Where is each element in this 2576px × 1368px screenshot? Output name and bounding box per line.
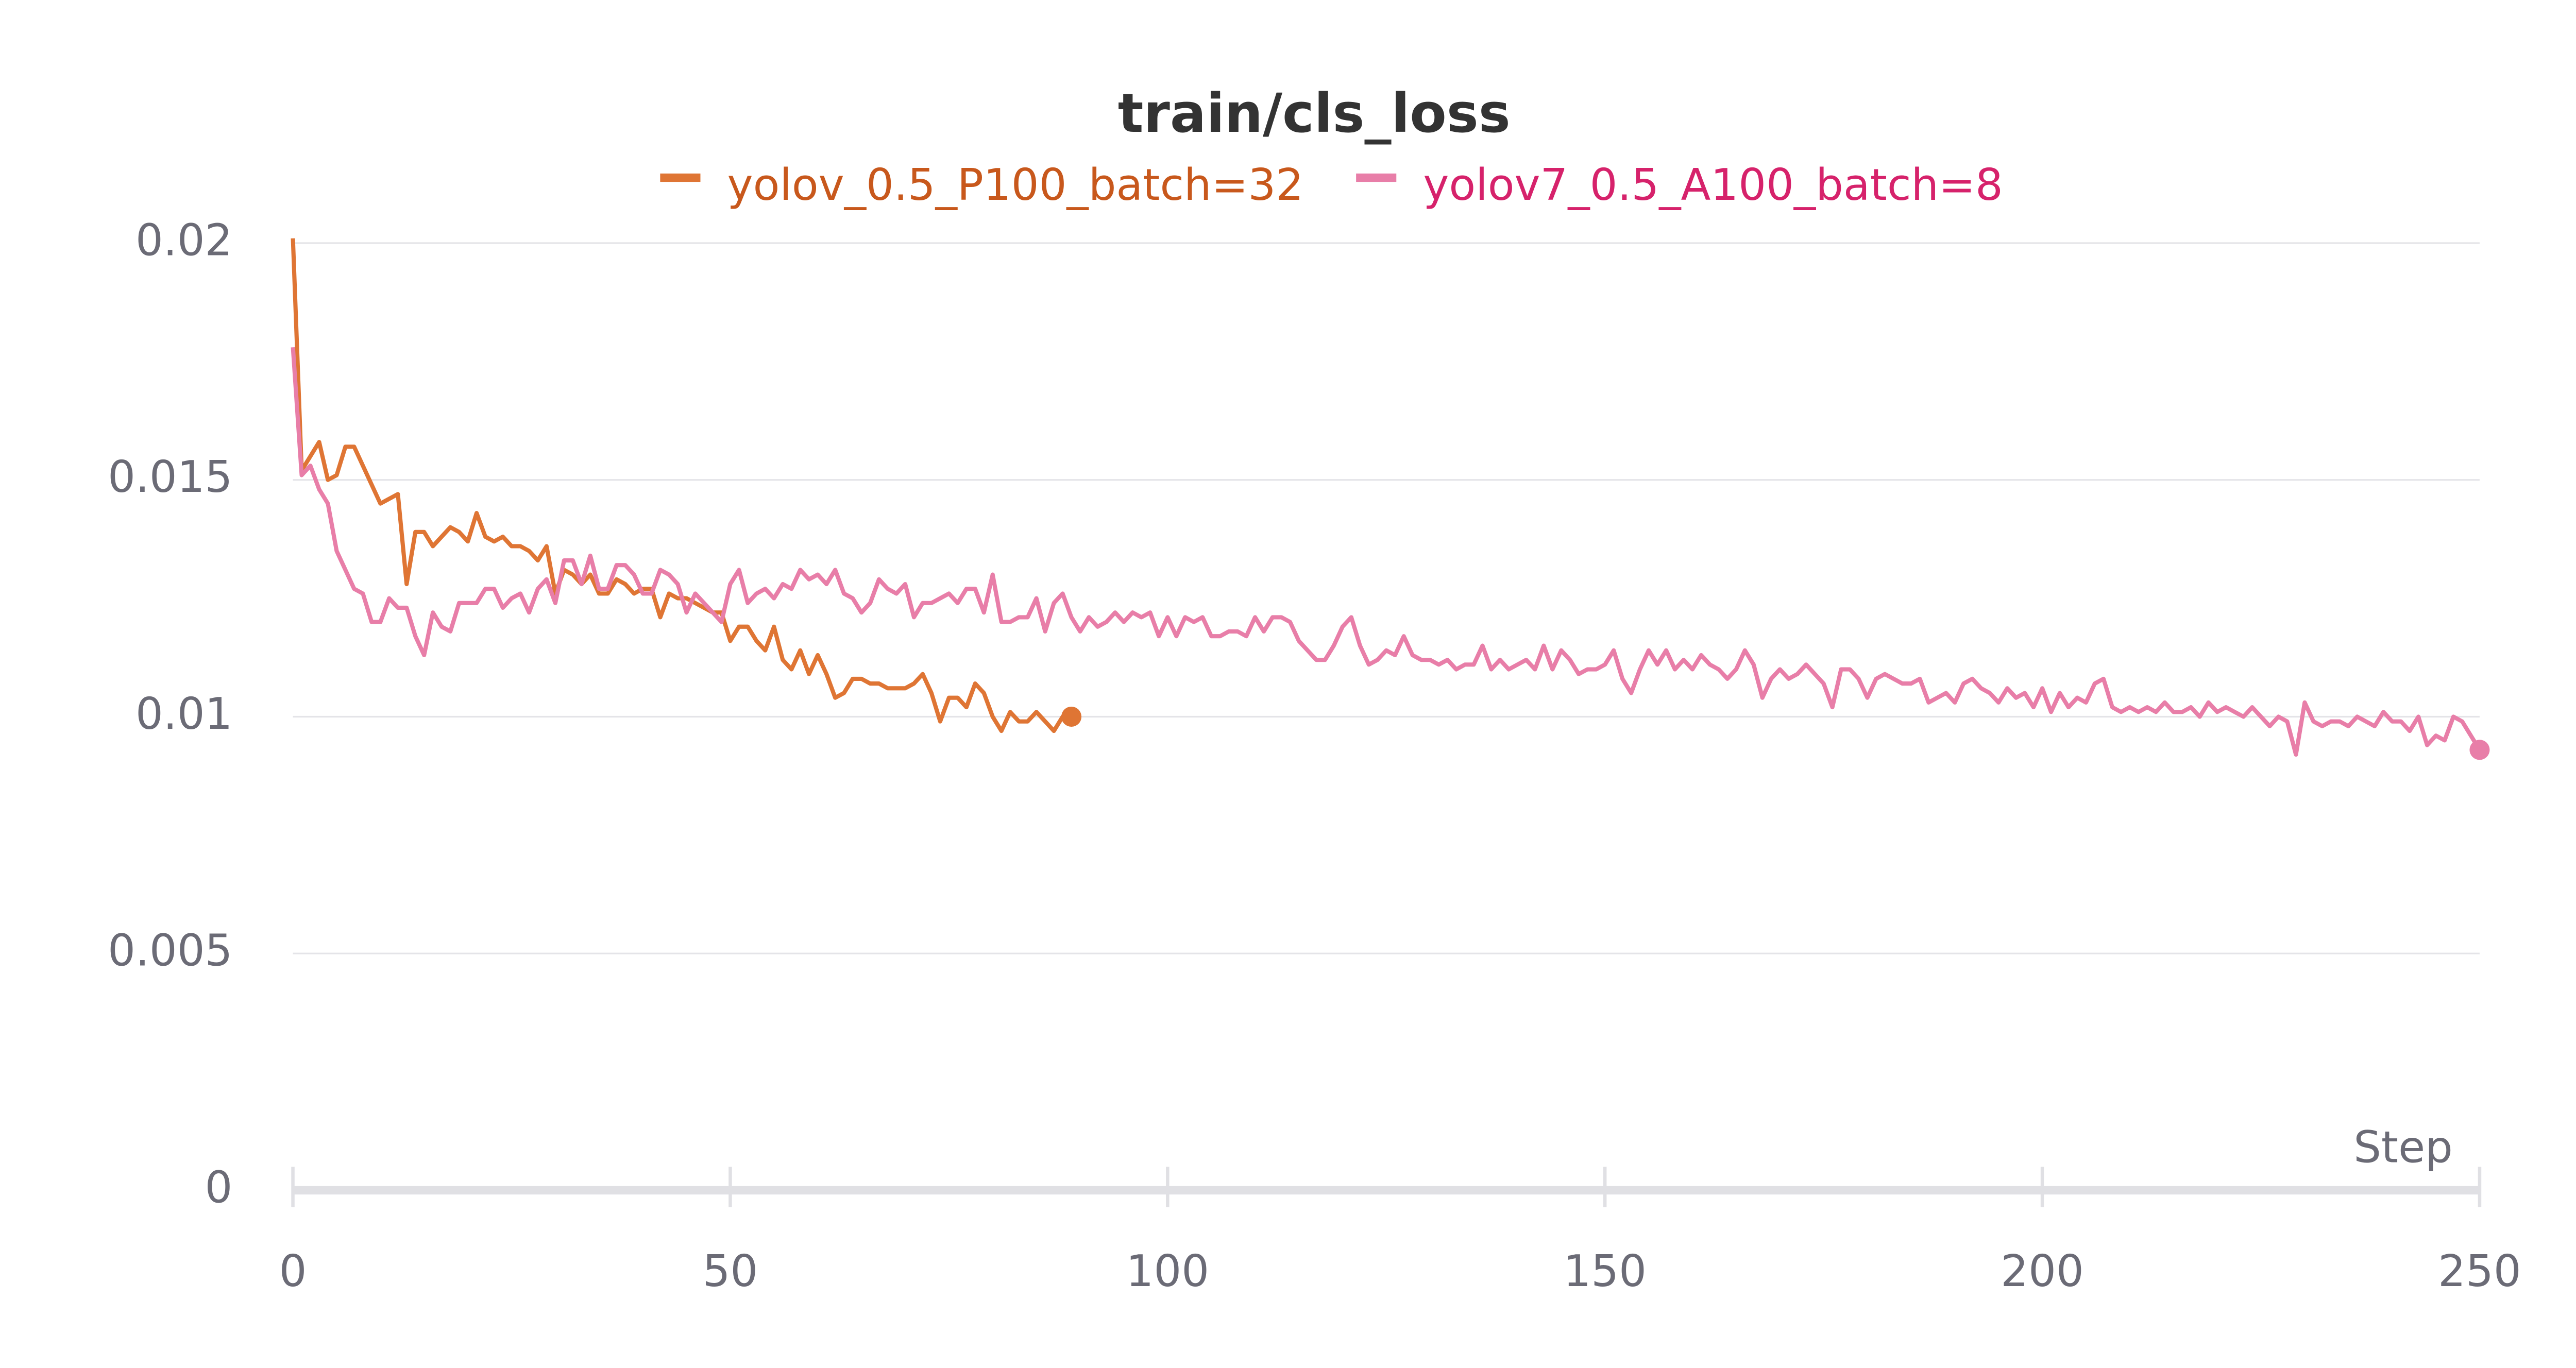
y-tick-label: 0.015 bbox=[108, 451, 232, 502]
end-dot bbox=[1061, 706, 1082, 727]
x-tick-label: 50 bbox=[703, 1245, 758, 1296]
x-tick-label: 200 bbox=[2001, 1245, 2084, 1296]
series-line bbox=[291, 238, 1072, 733]
x-tick-label: 150 bbox=[1563, 1245, 1647, 1296]
x-tick-label: 250 bbox=[2438, 1245, 2521, 1296]
x-tick-label: 100 bbox=[1126, 1245, 1210, 1296]
y-tick-label: 0.01 bbox=[135, 688, 232, 739]
y-tick-label: 0.005 bbox=[108, 925, 232, 976]
chart-title: train/cls_loss bbox=[1118, 82, 1511, 145]
y-tick-label: 0 bbox=[205, 1161, 233, 1212]
series-line bbox=[291, 347, 2482, 757]
legend-label: yolov_0.5_P100_batch=32 bbox=[727, 159, 1304, 210]
legend-label: yolov7_0.5_A100_batch=8 bbox=[1423, 159, 2003, 210]
y-tick-label: 0.02 bbox=[135, 214, 232, 265]
x-tick-label: 0 bbox=[279, 1245, 307, 1296]
x-axis-label: Step bbox=[2353, 1121, 2453, 1172]
end-dot bbox=[2469, 740, 2490, 760]
